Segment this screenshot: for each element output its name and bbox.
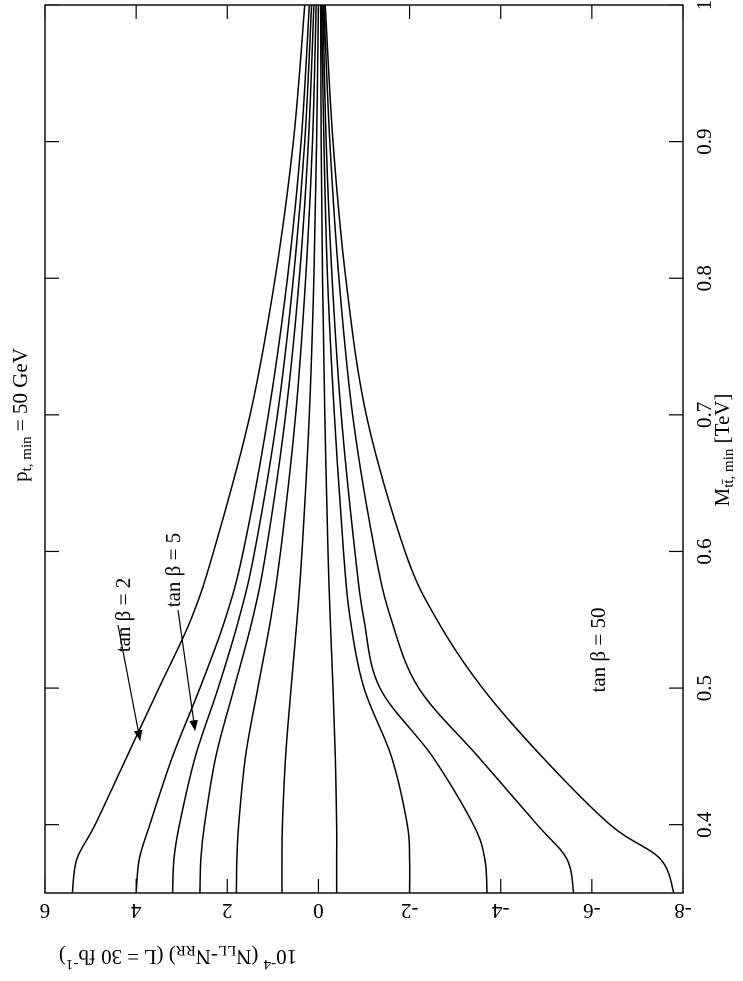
x-tick-label: 0.8 xyxy=(692,265,716,291)
y-axis-label-part: RR xyxy=(176,942,196,958)
curve xyxy=(171,4,313,894)
curve xyxy=(319,4,338,894)
y-tick-label: -2 xyxy=(401,899,419,923)
x-tick-label: 0.9 xyxy=(692,128,716,154)
x-axis-label-part: tt̄, min xyxy=(721,448,737,488)
annotation: tan β = 50 xyxy=(586,608,610,693)
y-tick-label: -6 xyxy=(583,899,601,923)
y-axis-label-part: -4 xyxy=(263,956,276,972)
annotation: tan β = 2 xyxy=(111,578,135,652)
chart-title-part: t, min xyxy=(19,436,35,472)
x-axis-label-part: M xyxy=(710,487,734,506)
chart-title-part: p xyxy=(8,471,32,482)
arrow xyxy=(117,624,143,742)
y-axis-label-part: (N xyxy=(236,945,263,969)
y-tick-label: 2 xyxy=(222,899,233,923)
curve xyxy=(281,4,320,894)
x-tick-label: 0.4 xyxy=(692,811,716,838)
curve xyxy=(235,4,317,894)
x-tick-label: 0.6 xyxy=(692,538,716,564)
curve xyxy=(320,4,411,894)
y-tick-label: -8 xyxy=(674,899,692,923)
y-axis-label-part: ) (L = 30 fb xyxy=(78,945,175,969)
y-tick-label: 6 xyxy=(40,899,51,923)
x-tick-label: 0.5 xyxy=(692,675,716,701)
curve xyxy=(322,4,488,894)
y-axis-label: 10-4 (NLL-NRR) (L = 30 fb-1) xyxy=(59,942,297,972)
x-tick-label: 1 xyxy=(692,0,716,10)
curve xyxy=(324,4,675,894)
y-axis-label-part: -N xyxy=(196,945,218,969)
curve xyxy=(135,4,311,894)
y-axis-label-part: -1 xyxy=(66,956,79,972)
curve xyxy=(71,4,306,894)
arrow xyxy=(177,609,198,732)
curve xyxy=(323,4,575,894)
y-tick-label: 4 xyxy=(130,899,141,923)
frame xyxy=(44,4,684,894)
chart-title-part: = 50 GeV xyxy=(8,348,32,436)
y-axis-label-part: LL xyxy=(218,942,236,958)
y-axis-label-part: ) xyxy=(59,945,66,969)
annotation: tan β = 5 xyxy=(161,533,185,607)
curve xyxy=(199,4,315,894)
x-tick-label: 0.7 xyxy=(692,402,716,428)
y-axis-label-part: 10 xyxy=(276,945,297,969)
chart-title: pt, min = 50 GeV xyxy=(8,348,36,482)
x-axis-label: Mtt̄, min [TeV] xyxy=(710,394,738,507)
y-tick-label: -4 xyxy=(491,899,509,923)
x-axis-label-part: [TeV] xyxy=(710,394,734,449)
y-tick-label: 0 xyxy=(313,899,324,923)
